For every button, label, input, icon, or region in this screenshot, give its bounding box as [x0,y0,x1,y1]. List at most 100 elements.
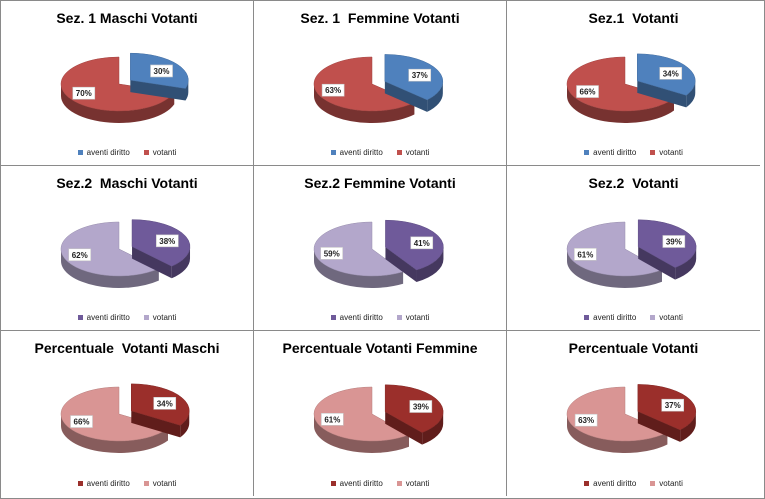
legend-item: aventi diritto [77,479,130,488]
legend-item: aventi diritto [330,313,383,322]
data-label-text: 41% [414,239,430,248]
chart-title: Percentuale Votanti [568,340,699,356]
legend-item: aventi diritto [584,479,636,488]
chart-cell: Sez.2 Votanti 39% 61% aventi diritto vota… [507,166,760,331]
legend-item: votanti [396,479,429,488]
legend-swatch [650,150,656,155]
legend-swatch [330,315,336,320]
data-label-box [574,248,597,261]
chart-cell: Sez. 1 Maschi Votanti 30% 70% aventi diri… [1,1,254,166]
legend-swatch [77,150,83,155]
data-label: 63% [321,83,345,97]
pie-chart: 39% 61% [566,219,697,288]
pie-chart: 34% 66% [60,383,190,453]
slice-wall [637,80,687,108]
pie-slice-votanti [60,221,160,288]
legend: aventi diritto votanti [254,479,506,488]
data-label: 30% [150,64,173,78]
slice-wall [130,80,186,101]
slice-rim [427,81,443,112]
slice-rim [61,414,168,453]
data-label: 39% [662,235,686,248]
slice-rim [422,411,444,445]
legend-item: votanti [143,313,177,322]
chart-cell: Sez. 1 Femmine Votanti 37% 63% aventi dir… [254,1,507,166]
slice-rim [567,84,674,124]
legend-label: aventi diritto [593,479,637,488]
pie-chart: 41% 59% [313,219,444,288]
chart-cell: Percentuale Votanti Maschi 34% 66% aventi… [1,331,254,496]
data-label: 34% [153,397,177,410]
slice-rim [61,84,175,124]
slice-wall [385,247,417,282]
slice-top [60,221,160,277]
legend-label: aventi diritto [593,313,637,322]
data-label-text: 37% [412,71,428,80]
data-label: 38% [155,234,179,248]
data-label-box [155,234,179,248]
legend-label: votanti [405,313,430,322]
data-label-box [150,64,173,78]
data-label-text: 39% [413,402,429,411]
legend-label: aventi diritto [86,313,130,322]
legend-swatch [77,315,83,320]
chart-cell: Sez.2 Femmine Votanti 41% 59% aventi diri… [254,166,507,331]
data-label-box [72,86,96,100]
chart-title: Sez.2 Votanti [588,175,679,191]
chart-title: Sez.2 Femmine Votanti [304,175,456,191]
data-label: 61% [574,248,597,261]
legend-item: aventi diritto [330,479,383,488]
data-label-text: 63% [578,416,594,425]
legend: aventi diritto votanti [254,313,506,322]
pie-slice-votanti [566,221,663,288]
legend-item: votanti [650,313,683,322]
legend-label: aventi diritto [86,148,130,157]
data-label-text: 30% [154,67,170,76]
slice-top [313,386,410,442]
data-label-text: 70% [76,89,92,98]
data-label-text: 59% [324,249,340,258]
chart-title: Sez.1 Votanti [588,10,679,26]
legend-item: aventi diritto [330,148,383,157]
slice-wall [638,246,676,280]
data-label-text: 66% [74,418,90,427]
legend-swatch [584,481,590,486]
data-label-text: 66% [580,88,596,97]
chart-cell: Percentuale Votanti Femmine 39% 61% avent… [254,331,507,496]
data-label: 66% [70,415,93,428]
data-label: 63% [574,413,598,427]
legend-item: votanti [143,148,176,157]
slice-top [313,56,415,112]
chart-title: Sez. 1 Maschi Votanti [56,10,198,26]
data-label: 41% [410,236,434,250]
slice-rim [171,246,191,279]
legend-swatch [143,481,149,486]
legend-swatch [650,315,656,320]
data-label-box [68,248,92,262]
legend-swatch [143,315,149,320]
legend-item: aventi diritto [584,313,636,322]
legend-label: aventi diritto [339,313,383,322]
legend-label: votanti [659,479,683,488]
data-label: 62% [68,248,92,262]
data-label-text: 38% [159,237,175,246]
slice-rim [567,414,668,453]
legend-label: votanti [152,479,177,488]
chart-title: Percentuale Votanti Femmine [282,340,478,356]
data-label-box [321,83,345,97]
chart-title: Percentuale Votanti Maschi [34,340,220,356]
legend-label: aventi diritto [593,148,637,157]
legend-label: votanti [152,313,177,322]
data-label-text: 37% [665,401,681,410]
legend: aventi diritto votanti [507,313,760,322]
slice-rim [680,411,696,442]
data-label-text: 34% [663,69,679,78]
legend-swatch [650,481,656,486]
legend: aventi diritto votanti [254,148,506,157]
legend-swatch [143,150,149,155]
slice-wall [385,411,423,445]
legend-label: aventi diritto [339,479,383,488]
chart-cell: Percentuale Votanti 37% 63% aventi diritt… [507,331,760,496]
legend: aventi diritto votanti [507,148,760,157]
